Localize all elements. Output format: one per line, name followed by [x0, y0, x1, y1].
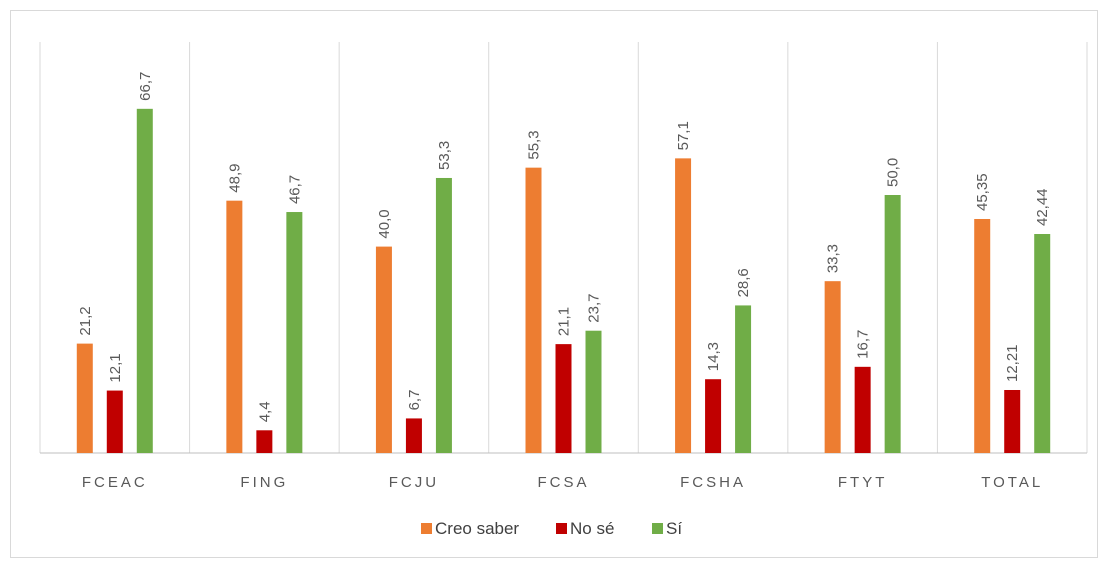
bar-s--fcsha [735, 305, 752, 453]
category-label-fcju: FCJU [389, 474, 439, 491]
bar-s--fcsa [585, 330, 602, 453]
data-label: 14,3 [705, 342, 722, 371]
data-label: 42,44 [1034, 188, 1051, 226]
data-label: 28,6 [735, 268, 752, 297]
legend-label: Sí [666, 519, 682, 538]
chart-frame [10, 10, 1098, 558]
data-label: 21,2 [77, 306, 94, 335]
bar-no-s--fcsa [555, 344, 572, 453]
data-label: 50,0 [885, 158, 902, 187]
data-label: 48,9 [226, 163, 243, 192]
bar-no-s--fcju [405, 418, 422, 453]
bar-creo-saber-fcsa [525, 167, 542, 454]
bar-no-s--total [1004, 389, 1021, 453]
legend-swatch-s- [652, 523, 663, 534]
bar-creo-saber-fceac [76, 343, 93, 453]
data-label: 4,4 [256, 401, 273, 422]
legend-swatch-no-s- [556, 523, 567, 534]
data-label: 53,3 [436, 141, 453, 170]
bar-s--total [1034, 234, 1051, 453]
bar-no-s--ftyt [854, 366, 871, 453]
bar-creo-saber-total [974, 218, 991, 453]
data-label: 12,1 [107, 353, 124, 382]
data-label: 57,1 [675, 121, 692, 150]
bar-s--ftyt [884, 195, 901, 453]
category-label-fceac: FCEAC [82, 474, 148, 491]
legend-label: No sé [570, 519, 614, 538]
bar-s--fing [286, 212, 303, 453]
category-label-ftyt: FTYT [838, 474, 888, 491]
data-label: 40,0 [376, 209, 393, 238]
data-label: 23,7 [586, 294, 603, 323]
bar-no-s--fing [256, 430, 273, 453]
bar-creo-saber-fcju [375, 246, 392, 453]
data-label: 66,7 [137, 72, 154, 101]
bar-s--fcju [435, 177, 452, 454]
legend-swatch-creo-saber [421, 523, 432, 534]
bar-s--fceac [136, 108, 153, 453]
data-label: 55,3 [526, 130, 543, 159]
data-label: 45,35 [974, 173, 991, 211]
data-label: 33,3 [825, 244, 842, 273]
bar-creo-saber-fcsha [675, 158, 692, 453]
data-label: 46,7 [286, 175, 303, 204]
bar-no-s--fcsha [705, 379, 722, 453]
category-label-total: TOTAL [981, 474, 1043, 491]
category-label-fcsha: FCSHA [680, 474, 746, 491]
bar-creo-saber-ftyt [824, 281, 841, 453]
data-label: 12,21 [1004, 344, 1021, 382]
bar-no-s--fceac [106, 390, 123, 453]
data-label: 6,7 [406, 390, 423, 411]
category-label-fcsa: FCSA [537, 474, 589, 491]
category-label-fing: FING [240, 474, 288, 491]
data-label: 16,7 [855, 330, 872, 359]
legend-label: Creo saber [435, 519, 519, 538]
bar-creo-saber-fing [226, 200, 243, 453]
data-label: 21,1 [556, 307, 573, 336]
